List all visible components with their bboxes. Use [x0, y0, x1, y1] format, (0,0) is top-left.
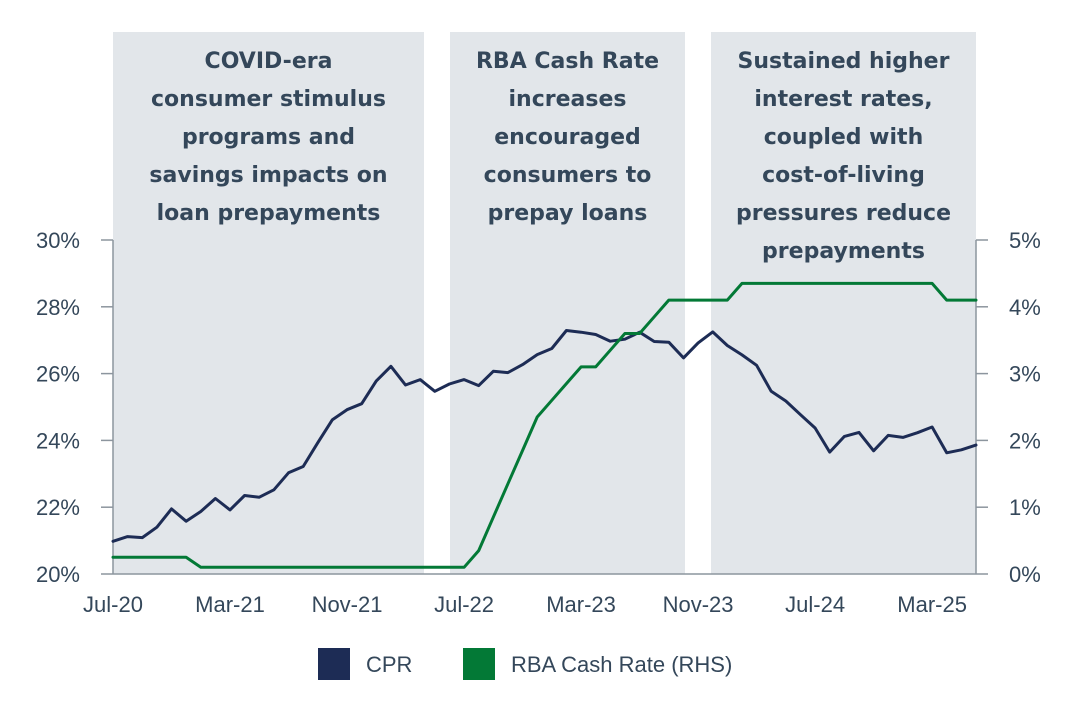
- cash-rate-line: [111, 281, 978, 569]
- x-tick-label: Mar-21: [195, 592, 265, 617]
- annotation-band-2: [450, 32, 685, 574]
- annotation-text-2-line-5: prepay loans: [488, 201, 648, 226]
- x-tick-label: Jul-24: [785, 592, 845, 617]
- annotation-text-3-line-6: prepayments: [762, 239, 925, 264]
- series-lines: [111, 281, 978, 569]
- annotation-text-2-line-3: encouraged: [494, 125, 641, 150]
- annotation-text-3-line-1: Sustained higher: [738, 49, 950, 74]
- x-tick-label: Mar-23: [546, 592, 616, 617]
- annotation-band-1: [113, 32, 424, 574]
- right-tick-label: 3%: [1009, 362, 1041, 387]
- left-tick-label: 22%: [36, 495, 80, 520]
- annotation-text-2-line-2: increases: [509, 87, 627, 112]
- left-tick-label: 28%: [36, 295, 80, 320]
- annotation-text-3-line-2: interest rates,: [754, 87, 932, 112]
- legend-label-cpr: CPR: [366, 652, 412, 677]
- legend-swatch-cpr: [318, 648, 350, 680]
- annotation-text-3-line-5: pressures reduce: [736, 201, 951, 226]
- annotation-text-1-line-1: COVID-era: [205, 49, 333, 74]
- right-tick-label: 2%: [1009, 428, 1041, 453]
- annotation-bands: COVID-era consumer stimulus programs and sa…: [113, 32, 976, 574]
- right-tick-label: 0%: [1009, 562, 1041, 587]
- annotation-text-1-line-2: consumer stimulus: [151, 87, 386, 112]
- left-tick-label: 26%: [36, 362, 80, 387]
- x-tick-label: Nov-23: [663, 592, 734, 617]
- annotation-band-3: [711, 32, 976, 574]
- left-tick-label: 30%: [36, 228, 80, 253]
- legend-swatch-cash-rate: [463, 648, 495, 680]
- left-tick-label: 20%: [36, 562, 80, 587]
- x-tick-label: Nov-21: [312, 592, 383, 617]
- legend: CPR RBA Cash Rate (RHS): [318, 648, 732, 680]
- x-tick-label: Jul-22: [434, 592, 494, 617]
- legend-label-cash-rate: RBA Cash Rate (RHS): [511, 652, 732, 677]
- annotation-text-1-line-4: savings impacts on: [149, 163, 387, 188]
- cpr-line: [111, 329, 978, 543]
- x-tick-label: Mar-25: [897, 592, 967, 617]
- right-tick-label: 1%: [1009, 495, 1041, 520]
- axes: 20% 22% 24% 26% 28% 30% 0% 1% 2% 3% 4% 5% Jul-20 Mar-…: [36, 228, 1041, 617]
- annotation-text-3-line-3: coupled with: [764, 125, 923, 150]
- right-tick-label: 4%: [1009, 295, 1041, 320]
- annotation-text-3-line-4: cost-of-living: [762, 163, 925, 188]
- left-tick-label: 24%: [36, 428, 80, 453]
- annotation-text-2-line-4: consumers to: [484, 163, 652, 188]
- annotation-text-1-line-3: programs and: [182, 125, 355, 150]
- right-tick-label: 5%: [1009, 228, 1041, 253]
- annotation-text-1-line-5: loan prepayments: [157, 201, 381, 226]
- annotation-text-2-line-1: RBA Cash Rate: [476, 49, 659, 74]
- x-tick-label: Jul-20: [83, 592, 143, 617]
